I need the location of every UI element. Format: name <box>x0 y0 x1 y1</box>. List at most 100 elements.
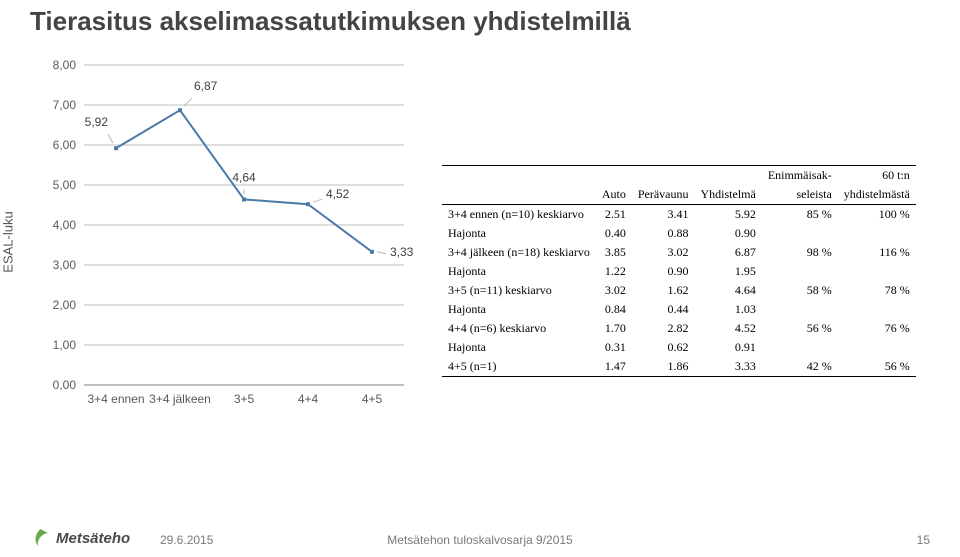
table-row: Hajonta0.310.620.91 <box>442 338 916 357</box>
table-header-row: Enimmäisak-60 t:n <box>442 166 916 186</box>
table-cell: 56 % <box>838 357 916 377</box>
table-cell: 4.52 <box>694 319 761 338</box>
table-cell: 1.70 <box>596 319 632 338</box>
table-header-cell: 60 t:n <box>838 166 916 186</box>
table-cell: 3.02 <box>596 281 632 300</box>
table-row: Hajonta0.400.880.90 <box>442 224 916 243</box>
table-cell: 3.41 <box>632 205 695 225</box>
x-tick-label: 4+5 <box>362 392 383 406</box>
table-cell: 2.51 <box>596 205 632 225</box>
table-cell: 4+5 (n=1) <box>442 357 596 377</box>
table-cell: 0.91 <box>694 338 761 357</box>
footer-date: 29.6.2015 <box>160 533 213 547</box>
y-tick-label: 8,00 <box>53 59 77 72</box>
table-header-cell: yhdistelmästä <box>838 185 916 205</box>
chart-svg: 0,00 1,00 2,00 3,00 4,00 5,00 6,00 7,00 8,00 3+4 … <box>30 59 424 425</box>
table-cell: 78 % <box>838 281 916 300</box>
footer-page-number: 15 <box>917 533 930 547</box>
table-row: 4+4 (n=6) keskiarvo1.702.824.5256 %76 % <box>442 319 916 338</box>
table-cell: 0.90 <box>694 224 761 243</box>
data-label: 6,87 <box>194 79 218 93</box>
table-header-cell: Auto <box>596 185 632 205</box>
y-tick-label: 7,00 <box>53 98 77 112</box>
table-cell: 5.92 <box>694 205 761 225</box>
table-row: 3+5 (n=11) keskiarvo3.021.624.6458 %78 % <box>442 281 916 300</box>
chart-container: ESAL-luku 0,001,002,003,004,005,006,007,… <box>30 59 424 425</box>
table-cell: 0.44 <box>632 300 695 319</box>
table-row: Hajonta0.840.441.03 <box>442 300 916 319</box>
table-cell: 76 % <box>838 319 916 338</box>
table-cell <box>838 338 916 357</box>
table-header-cell: Yhdistelmä <box>694 185 761 205</box>
content-row: ESAL-luku 0,001,002,003,004,005,006,007,… <box>30 59 930 425</box>
data-label: 4,64 <box>232 170 256 184</box>
table-cell: 56 % <box>762 319 838 338</box>
table-row: 3+4 jälkeen (n=18) keskiarvo3.853.026.87… <box>442 243 916 262</box>
table-cell: Hajonta <box>442 338 596 357</box>
table-row: 4+5 (n=1)1.471.863.3342 %56 % <box>442 357 916 377</box>
table-cell: 58 % <box>762 281 838 300</box>
table-cell: 3.85 <box>596 243 632 262</box>
callout-line <box>377 252 386 254</box>
x-tick-label: 4+4 <box>298 392 319 406</box>
table-cell: 4.64 <box>694 281 761 300</box>
table-cell: 1.62 <box>632 281 695 300</box>
y-tick-label: 6,00 <box>53 138 77 152</box>
table-cell: 1.22 <box>596 262 632 281</box>
table-row: Hajonta1.220.901.95 <box>442 262 916 281</box>
table-cell: 0.40 <box>596 224 632 243</box>
table-cell: 116 % <box>838 243 916 262</box>
table-cell: 3+4 ennen (n=10) keskiarvo <box>442 205 596 225</box>
table-header-cell <box>694 166 761 186</box>
table-cell <box>762 338 838 357</box>
y-axis-label: ESAL-luku <box>1 211 16 272</box>
table-header-row: AutoPerävaunuYhdistelmäseleistayhdistelm… <box>442 185 916 205</box>
x-tick-label: 3+4 jälkeen <box>149 392 211 406</box>
y-tick-label: 5,00 <box>53 178 77 192</box>
table-header-cell <box>442 166 596 186</box>
table-header-cell: Perävaunu <box>632 185 695 205</box>
data-label: 5,92 <box>85 115 109 129</box>
table-cell <box>838 224 916 243</box>
callout-line <box>313 199 322 202</box>
table-cell: 3.33 <box>694 357 761 377</box>
table-header-cell: seleista <box>762 185 838 205</box>
y-tick-label: 1,00 <box>53 338 77 352</box>
callout-line <box>108 134 113 143</box>
table-header-cell <box>442 185 596 205</box>
table-cell <box>762 300 838 319</box>
y-tick-label: 4,00 <box>53 218 77 232</box>
table-header-cell <box>596 166 632 186</box>
table-cell: Hajonta <box>442 262 596 281</box>
table-header-cell: Enimmäisak- <box>762 166 838 186</box>
table-cell: 98 % <box>762 243 838 262</box>
table-cell: 0.84 <box>596 300 632 319</box>
esal-line-chart: ESAL-luku 0,001,002,003,004,005,006,007,… <box>30 59 424 425</box>
table-cell: 42 % <box>762 357 838 377</box>
y-tick-label: 0,00 <box>53 378 77 392</box>
table-cell: 3+5 (n=11) keskiarvo <box>442 281 596 300</box>
table-cell: 1.95 <box>694 262 761 281</box>
table-cell: 1.03 <box>694 300 761 319</box>
table-cell <box>838 300 916 319</box>
data-marker <box>370 250 374 254</box>
table-cell: 0.88 <box>632 224 695 243</box>
table-cell: 1.47 <box>596 357 632 377</box>
data-label: 3,33 <box>390 245 414 259</box>
x-tick-label: 3+4 ennen <box>87 392 144 406</box>
data-table: Enimmäisak-60 t:nAutoPerävaunuYhdistelmä… <box>442 165 916 377</box>
y-tick-label: 2,00 <box>53 298 77 312</box>
table-cell: 3+4 jälkeen (n=18) keskiarvo <box>442 243 596 262</box>
table-cell: 85 % <box>762 205 838 225</box>
y-tick-label: 3,00 <box>53 258 77 272</box>
data-label: 4,52 <box>326 187 350 201</box>
table-row: 3+4 ennen (n=10) keskiarvo2.513.415.9285… <box>442 205 916 225</box>
data-table-container: Enimmäisak-60 t:nAutoPerävaunuYhdistelmä… <box>442 59 916 377</box>
table-cell: 0.62 <box>632 338 695 357</box>
footer-series: Metsätehon tuloskalvosarja 9/2015 <box>387 533 572 547</box>
footer: 29.6.2015 Metsätehon tuloskalvosarja 9/2… <box>0 533 960 547</box>
x-tick-label: 3+5 <box>234 392 255 406</box>
slide: Tierasitus akselimassatutkimuksen yhdist… <box>0 0 960 557</box>
table-header-cell <box>632 166 695 186</box>
table-cell: 1.86 <box>632 357 695 377</box>
